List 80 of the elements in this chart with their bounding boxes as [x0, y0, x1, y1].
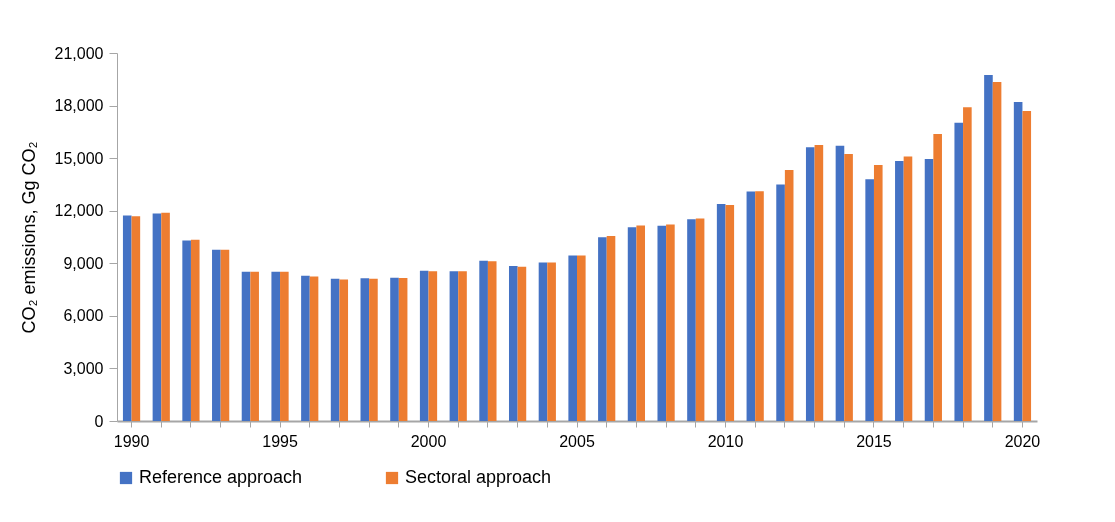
y-axis-title: CO₂ emissions, Gg CO₂	[18, 141, 39, 334]
bar	[598, 237, 607, 421]
bar	[666, 224, 675, 421]
bar	[449, 271, 459, 421]
bar	[220, 249, 230, 421]
bar	[131, 216, 141, 421]
bar	[479, 260, 488, 421]
y-tick-label: 6,000	[63, 307, 104, 325]
bar	[627, 227, 637, 421]
bar	[755, 191, 764, 421]
bar	[963, 107, 972, 421]
bar	[360, 278, 370, 421]
bar	[271, 271, 281, 421]
y-tick-label: 18,000	[54, 97, 104, 115]
bar	[903, 156, 913, 421]
y-tick-label: 0	[94, 412, 104, 430]
x-tick-label: 2000	[410, 432, 447, 450]
bar	[212, 249, 221, 421]
y-tick-label: 15,000	[54, 149, 104, 167]
bar	[390, 277, 399, 421]
bar	[805, 147, 815, 421]
bar	[301, 275, 310, 421]
bar	[508, 266, 518, 421]
bar	[309, 276, 319, 421]
bar	[577, 255, 586, 421]
bar	[776, 184, 785, 421]
bar	[538, 262, 548, 421]
bar	[487, 261, 497, 421]
bar	[814, 145, 824, 421]
bar	[924, 159, 934, 421]
bar	[428, 271, 438, 421]
x-tick-label: 1990	[113, 432, 150, 450]
bar	[954, 122, 964, 421]
x-tick-label: 2020	[1004, 432, 1041, 450]
bar	[398, 278, 408, 421]
bar	[984, 74, 993, 421]
bar	[687, 219, 696, 421]
y-tick-label: 9,000	[63, 254, 104, 272]
bar	[992, 82, 1002, 421]
bar	[725, 205, 735, 421]
bar	[844, 153, 853, 421]
bar	[784, 169, 794, 421]
bar	[190, 239, 200, 421]
bar	[835, 145, 845, 421]
x-tick-label: 1995	[262, 432, 298, 450]
y-tick-label: 12,000	[54, 202, 104, 220]
bar	[458, 271, 467, 421]
bar	[657, 225, 667, 421]
bar	[241, 271, 251, 421]
bar	[1013, 102, 1023, 421]
bar	[568, 255, 577, 421]
bar	[250, 271, 259, 421]
bar	[636, 225, 646, 421]
bar	[933, 133, 942, 421]
bar	[695, 218, 705, 421]
bar	[746, 191, 756, 421]
bar	[419, 270, 429, 421]
bar	[152, 213, 162, 421]
bar	[1022, 111, 1032, 421]
bar	[161, 212, 170, 421]
bar	[865, 179, 874, 421]
x-tick-label: 2005	[559, 432, 595, 450]
bar	[895, 160, 904, 421]
bar	[369, 278, 378, 421]
y-tick-label: 21,000	[54, 44, 104, 62]
bar	[339, 279, 349, 421]
bar	[517, 266, 527, 421]
x-tick-label: 2015	[856, 432, 892, 450]
bar	[182, 240, 191, 421]
bar	[122, 215, 132, 421]
x-tick-label: 2010	[707, 432, 744, 450]
bar	[716, 203, 726, 421]
bar	[330, 278, 340, 421]
bar	[606, 236, 616, 421]
legend-label: Sectoral approach	[405, 467, 552, 487]
bar	[280, 271, 289, 421]
legend-label: Reference approach	[139, 467, 303, 487]
bar	[547, 262, 556, 421]
bar	[873, 164, 883, 421]
y-tick-label: 3,000	[63, 359, 104, 377]
